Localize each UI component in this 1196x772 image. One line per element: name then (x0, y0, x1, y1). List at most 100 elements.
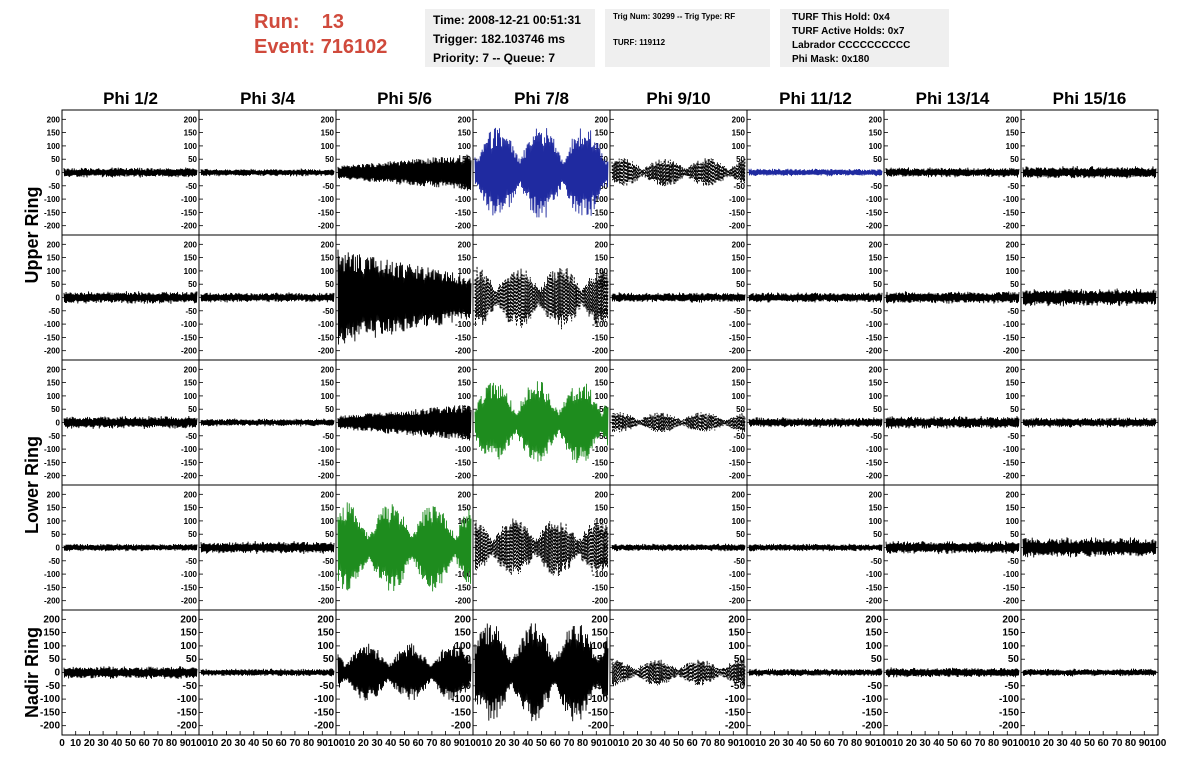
waveform-trace-2-3 (474, 381, 609, 464)
y-tick-label: 50 (599, 155, 608, 164)
y-tick-label: -100 (729, 445, 746, 454)
x-tick-label: 40 (522, 738, 534, 749)
y-tick-label: 200 (184, 490, 198, 499)
y-tick-label: -50 (870, 307, 882, 316)
y-tick-label: -150 (862, 707, 882, 718)
y-tick-label: 150 (47, 254, 61, 263)
y-tick-label: -100 (181, 195, 198, 204)
y-tick-label: 150 (1006, 379, 1020, 388)
y-tick-label: 150 (43, 628, 60, 639)
waveform-trace-1-4 (611, 292, 746, 303)
column-header-3: Phi 7/8 (514, 89, 569, 108)
y-tick-label: -100 (181, 570, 198, 579)
x-tick-label: 40 (1070, 738, 1082, 749)
y-tick-label: 50 (325, 155, 334, 164)
y-tick-label: 150 (732, 504, 746, 513)
y-tick-label: -200 (177, 721, 197, 732)
y-tick-label: -100 (177, 694, 197, 705)
x-tick-label: 50 (673, 738, 685, 749)
y-tick-label: 100 (869, 142, 883, 151)
y-tick-label: -150 (455, 583, 472, 592)
x-tick-label: 20 (632, 738, 644, 749)
y-tick-label: -100 (44, 320, 61, 329)
y-tick-label: 100 (47, 392, 61, 401)
y-tick-label: 150 (728, 628, 745, 639)
y-tick-label: -200 (455, 222, 472, 231)
y-tick-label: -150 (729, 583, 746, 592)
y-tick-label: 150 (184, 129, 198, 138)
y-tick-label: -100 (455, 195, 472, 204)
y-tick-label: -150 (729, 208, 746, 217)
x-tick-label: 10 (344, 738, 356, 749)
y-tick-label: -200 (181, 597, 198, 606)
y-tick-label: 100 (732, 267, 746, 276)
x-tick-label: 80 (851, 738, 863, 749)
y-tick-label: -50 (322, 557, 334, 566)
y-tick-label: -100 (1003, 195, 1020, 204)
y-tick-label: -200 (455, 347, 472, 356)
y-tick-label: 100 (728, 641, 745, 652)
y-tick-label: 150 (321, 379, 335, 388)
x-tick-label: 20 (1043, 738, 1055, 749)
y-tick-label: -100 (318, 570, 335, 579)
y-tick-label: -100 (729, 570, 746, 579)
waveform-trace-3-5 (748, 543, 883, 552)
y-tick-label: 100 (865, 641, 882, 652)
y-tick-label: 100 (321, 392, 335, 401)
y-tick-label: 150 (458, 129, 472, 138)
y-tick-label: 50 (325, 530, 334, 539)
column-header-2: Phi 5/6 (377, 89, 432, 108)
y-tick-label: 100 (732, 392, 746, 401)
x-tick-label: 100 (465, 738, 482, 749)
row-label-1: Lower Ring (22, 436, 42, 534)
waveform-trace-4-1 (200, 668, 335, 677)
waveform-trace-2-7 (1022, 417, 1157, 428)
y-tick-label: -200 (44, 222, 61, 231)
y-tick-label: 200 (458, 365, 472, 374)
x-tick-label: 60 (961, 738, 973, 749)
y-tick-label: -50 (185, 182, 197, 191)
x-tick-label: 70 (426, 738, 438, 749)
row-label-0: Upper Ring (22, 187, 42, 284)
y-tick-label: -200 (44, 597, 61, 606)
y-tick-label: 100 (732, 517, 746, 526)
y-tick-label: -200 (318, 597, 335, 606)
y-tick-label: -150 (866, 583, 883, 592)
y-tick-label: -50 (1007, 182, 1019, 191)
y-tick-label: 100 (458, 142, 472, 151)
y-tick-label: -200 (866, 472, 883, 481)
y-tick-label: 100 (595, 267, 609, 276)
waveform-trace-3-6 (885, 540, 1020, 555)
y-tick-label: -150 (44, 458, 61, 467)
y-tick-label: 100 (317, 641, 334, 652)
waveform-trace-2-2 (337, 404, 472, 441)
waveform-trace-1-0 (63, 291, 198, 304)
y-tick-label: -50 (1007, 557, 1019, 566)
trigger-text: Trigger: 182.103746 ms (433, 32, 566, 46)
y-tick-label: -200 (1003, 222, 1020, 231)
waveform-trace-0-1 (200, 168, 335, 177)
y-tick-label: 100 (184, 517, 198, 526)
y-tick-label: -50 (870, 432, 882, 441)
turf-info-box: TURF This Hold: 0x4 TURF Active Holds: 0… (780, 9, 949, 67)
y-tick-label: -150 (451, 707, 471, 718)
y-tick-label: -150 (455, 208, 472, 217)
y-tick-label: 200 (454, 614, 471, 625)
y-tick-label: -200 (592, 222, 609, 231)
y-tick-label: 100 (595, 142, 609, 151)
y-tick-label: 100 (1006, 142, 1020, 151)
x-tick-label: 10 (207, 738, 219, 749)
y-tick-label: -150 (181, 583, 198, 592)
x-tick-label: 10 (70, 738, 82, 749)
y-tick-label: -200 (592, 597, 609, 606)
y-tick-label: -200 (44, 347, 61, 356)
x-tick-label: 30 (783, 738, 795, 749)
x-tick-label: 30 (98, 738, 110, 749)
y-tick-label: -50 (185, 432, 197, 441)
y-tick-label: 150 (184, 504, 198, 513)
y-tick-label: -50 (322, 307, 334, 316)
trig-num-text: Trig Num: 30299 -- Trig Type: RF (613, 12, 736, 21)
y-tick-label: 200 (591, 614, 608, 625)
run-value: 13 (321, 11, 345, 33)
waveform-trace-4-4 (611, 659, 746, 686)
